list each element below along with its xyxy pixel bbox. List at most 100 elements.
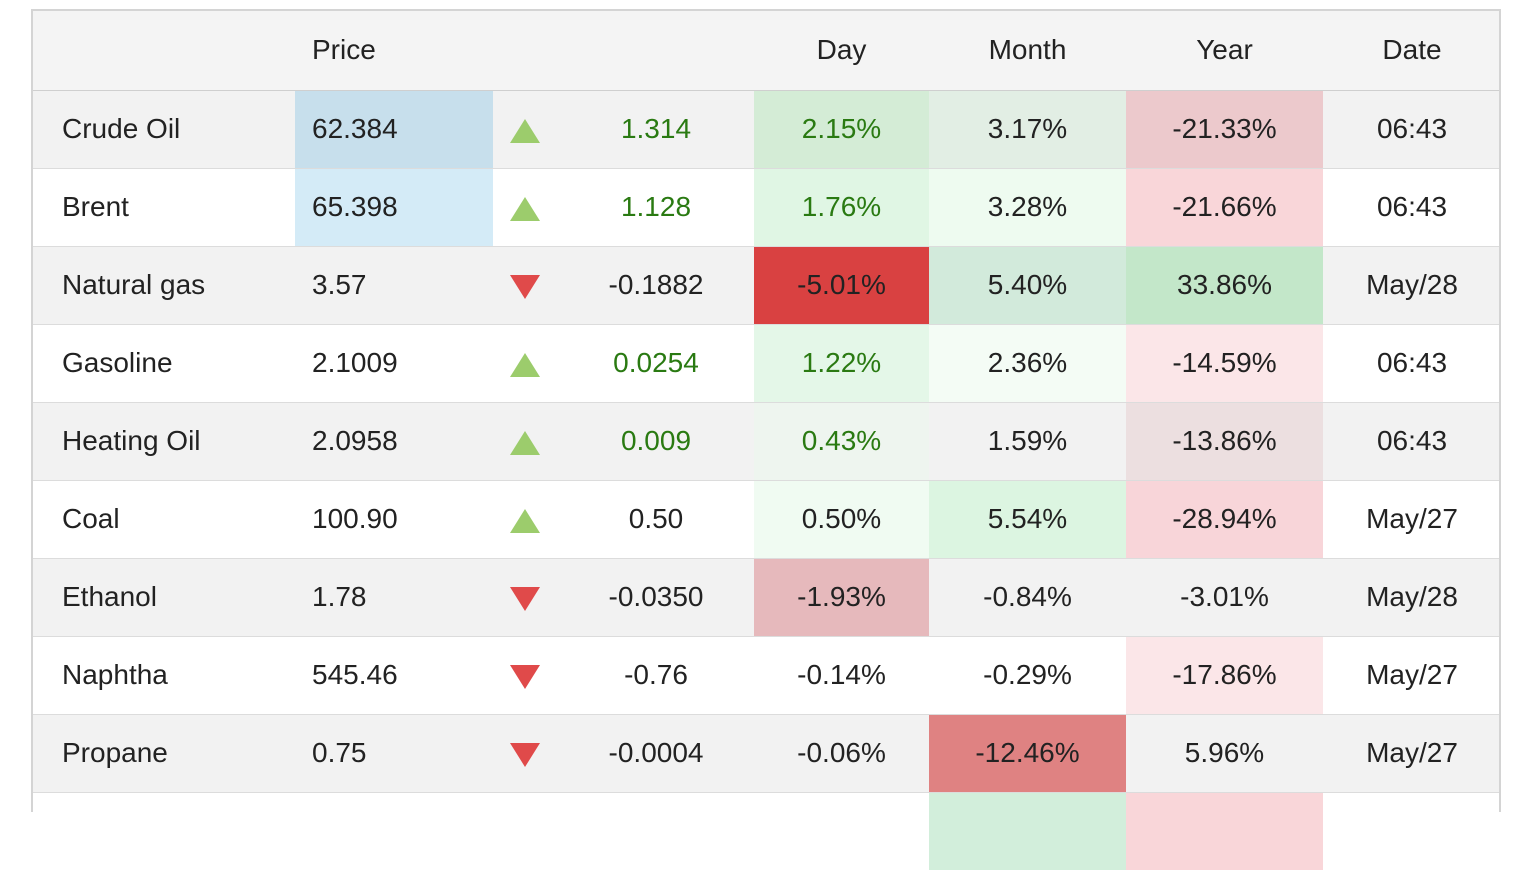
table-row[interactable]: Heating Oil 2.0958 0.009 0.43% 1.59% -13.86% 0… xyxy=(31,401,1501,480)
arrow-down-icon xyxy=(510,664,540,689)
commodity-name-link[interactable]: Heating Oil xyxy=(31,401,295,480)
direction-cell xyxy=(493,89,558,168)
price-cell: 62.384 xyxy=(295,89,493,168)
table-row[interactable]: Naphtha 545.46 -0.76 -0.14% -0.29% -17.86% May… xyxy=(31,635,1501,714)
header-day[interactable]: Day xyxy=(754,9,929,91)
year-change-cell: -17.86% xyxy=(1126,635,1323,714)
year-change-cell: -28.94% xyxy=(1126,479,1323,558)
table-row[interactable]: Ethanol 1.78 -0.0350 -1.93% -0.84% -3.01% May/… xyxy=(31,557,1501,636)
year-change-cell: -3.01% xyxy=(1126,557,1323,636)
day-change-cell: -1.93% xyxy=(754,557,929,636)
commodity-name-link[interactable] xyxy=(31,791,295,870)
commodity-name-link[interactable]: Natural gas xyxy=(31,245,295,324)
price-cell: 65.398 xyxy=(295,167,493,246)
table-row[interactable]: Gasoline 2.1009 0.0254 1.22% 2.36% -14.59% 06:… xyxy=(31,323,1501,402)
energy-commodities-table: Price Day Month Year Date Crude Oil 62.38… xyxy=(31,9,1501,870)
day-change-cell: 0.43% xyxy=(754,401,929,480)
day-change-cell: 1.22% xyxy=(754,323,929,402)
day-change-cell: 1.76% xyxy=(754,167,929,246)
price-cell: 1.78 xyxy=(295,557,493,636)
header-price[interactable]: Price xyxy=(295,9,493,91)
commodity-name-link[interactable]: Coal xyxy=(31,479,295,558)
direction-cell xyxy=(493,323,558,402)
header-month[interactable]: Month xyxy=(929,9,1126,91)
month-change-cell: 5.40% xyxy=(929,245,1126,324)
table-header-row: Price Day Month Year Date xyxy=(31,9,1501,91)
day-change-cell: -0.06% xyxy=(754,713,929,792)
month-change-cell: 2.36% xyxy=(929,323,1126,402)
price-cell: 0.75 xyxy=(295,713,493,792)
month-change-cell: 3.28% xyxy=(929,167,1126,246)
year-change-cell: 33.86% xyxy=(1126,245,1323,324)
date-cell: 06:43 xyxy=(1323,89,1501,168)
table-row[interactable]: Propane 0.75 -0.0004 -0.06% -12.46% 5.96% May/… xyxy=(31,713,1501,792)
table-row[interactable]: Crude Oil 62.384 1.314 2.15% 3.17% -21.33% 06:… xyxy=(31,89,1501,168)
commodities-table-container: Price Day Month Year Date Crude Oil 62.38… xyxy=(31,9,1501,870)
year-change-cell: -21.33% xyxy=(1126,89,1323,168)
direction-cell xyxy=(493,635,558,714)
commodity-name-link[interactable]: Crude Oil xyxy=(31,89,295,168)
change-cell: -0.76 xyxy=(558,635,754,714)
day-change-cell: 0.50% xyxy=(754,479,929,558)
direction-cell xyxy=(493,479,558,558)
header-year[interactable]: Year xyxy=(1126,9,1323,91)
date-cell: 06:43 xyxy=(1323,323,1501,402)
date-cell: 06:43 xyxy=(1323,167,1501,246)
day-change-cell: 2.15% xyxy=(754,89,929,168)
month-change-cell: 1.59% xyxy=(929,401,1126,480)
price-cell: 2.0958 xyxy=(295,401,493,480)
arrow-down-icon xyxy=(510,274,540,299)
day-change-cell xyxy=(754,791,929,870)
year-change-cell: -21.66% xyxy=(1126,167,1323,246)
table-row[interactable] xyxy=(31,791,1501,870)
table-row[interactable]: Coal 100.90 0.50 0.50% 5.54% -28.94% May/27 xyxy=(31,479,1501,558)
date-cell: May/28 xyxy=(1323,245,1501,324)
price-cell: 2.1009 xyxy=(295,323,493,402)
price-cell: 3.57 xyxy=(295,245,493,324)
change-cell: 0.009 xyxy=(558,401,754,480)
commodity-name-link[interactable]: Naphtha xyxy=(31,635,295,714)
arrow-down-icon xyxy=(510,742,540,767)
direction-cell xyxy=(493,557,558,636)
change-cell: 1.128 xyxy=(558,167,754,246)
year-change-cell: -13.86% xyxy=(1126,401,1323,480)
arrow-up-icon xyxy=(510,430,540,455)
commodity-name-link[interactable]: Gasoline xyxy=(31,323,295,402)
price-cell xyxy=(295,791,493,870)
day-change-cell: -5.01% xyxy=(754,245,929,324)
date-cell: May/28 xyxy=(1323,557,1501,636)
header-arrow xyxy=(493,9,558,91)
arrow-up-icon xyxy=(510,352,540,377)
commodity-name-link[interactable]: Ethanol xyxy=(31,557,295,636)
date-cell: May/27 xyxy=(1323,713,1501,792)
header-date[interactable]: Date xyxy=(1323,9,1501,91)
year-change-cell: 5.96% xyxy=(1126,713,1323,792)
header-change xyxy=(558,9,754,91)
year-change-cell xyxy=(1126,791,1323,870)
arrow-up-icon xyxy=(510,118,540,143)
change-cell: -0.1882 xyxy=(558,245,754,324)
table-row[interactable]: Brent 65.398 1.128 1.76% 3.28% -21.66% 06:43 xyxy=(31,167,1501,246)
change-cell: 0.50 xyxy=(558,479,754,558)
arrow-down-icon xyxy=(510,586,540,611)
day-change-cell: -0.14% xyxy=(754,635,929,714)
change-cell: -0.0350 xyxy=(558,557,754,636)
price-cell: 100.90 xyxy=(295,479,493,558)
month-change-cell: 3.17% xyxy=(929,89,1126,168)
arrow-up-icon xyxy=(510,508,540,533)
month-change-cell xyxy=(929,791,1126,870)
commodity-name-link[interactable]: Brent xyxy=(31,167,295,246)
change-cell xyxy=(558,791,754,870)
table-row[interactable]: Natural gas 3.57 -0.1882 -5.01% 5.40% 33.86% M… xyxy=(31,245,1501,324)
month-change-cell: -0.84% xyxy=(929,557,1126,636)
direction-cell xyxy=(493,791,558,870)
date-cell: May/27 xyxy=(1323,479,1501,558)
direction-cell xyxy=(493,713,558,792)
month-change-cell: -0.29% xyxy=(929,635,1126,714)
change-cell: 0.0254 xyxy=(558,323,754,402)
direction-cell xyxy=(493,167,558,246)
year-change-cell: -14.59% xyxy=(1126,323,1323,402)
commodity-name-link[interactable]: Propane xyxy=(31,713,295,792)
arrow-up-icon xyxy=(510,196,540,221)
date-cell: 06:43 xyxy=(1323,401,1501,480)
